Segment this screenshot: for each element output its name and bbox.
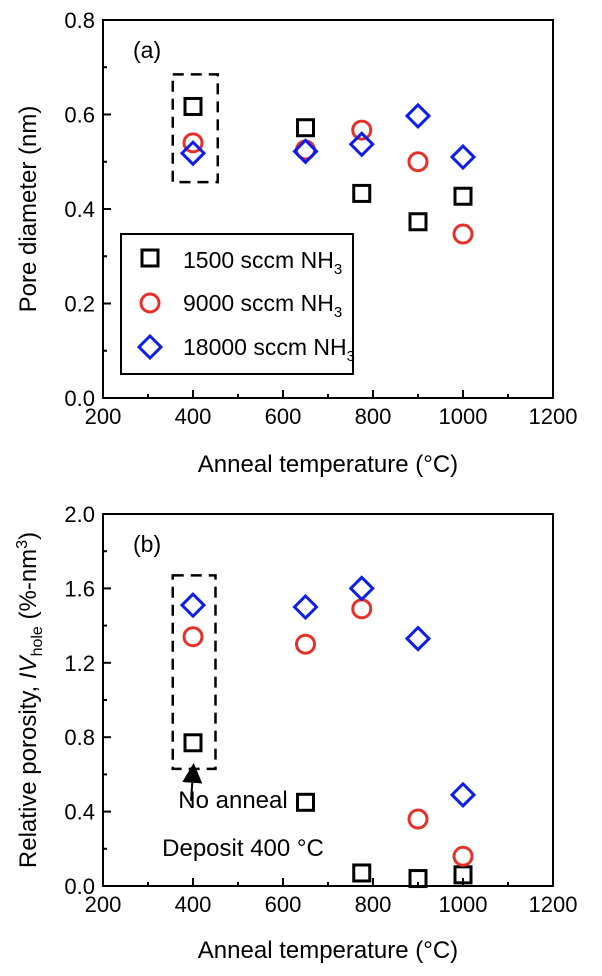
panel-a-square-point (352, 183, 372, 203)
panel-a-diamond-point (292, 138, 319, 165)
panel-a-square-point (408, 212, 428, 232)
panel-b-y-tick-label: 1.2 (64, 651, 95, 676)
panel-a-y-tick-label: 0.6 (64, 103, 95, 128)
panel-a-highlight-box (171, 73, 219, 184)
panel-a-diamond-point (404, 102, 432, 130)
panel-b-y-tick-label: 2.0 (64, 502, 95, 527)
panel-b-circle-point (351, 598, 373, 620)
legend-marker-diamond (136, 333, 164, 361)
panel-a-circle-point (182, 132, 204, 154)
panel-a-y-tick-label: 0.8 (64, 8, 95, 33)
panel-b-diamond-point (292, 593, 319, 621)
legend-label-9000: 9000 sccm NH3 (183, 290, 342, 321)
panel-b-square-point (296, 792, 315, 812)
legend-item-9000: 9000 sccm NH3 (139, 290, 342, 321)
panel-a-ticks: 200 400 600 800 1000 1200 0.0 0.2 0.4 0.6 0.8 (64, 8, 577, 429)
panel-a-legend: 1500 sccm NH3 9000 sccm NH3 18000 sccm N… (120, 233, 355, 375)
panel-b-label: (b) (133, 531, 161, 557)
legend-item-1500: 1500 sccm NH3 (140, 247, 342, 278)
panel-a-x-tick-label: 1200 (529, 404, 578, 429)
panel-b-plot-frame (102, 513, 554, 887)
panel-b-marks (171, 574, 477, 889)
panel-a-x-tick-label: 800 (355, 404, 392, 429)
panel-a-y-tick-label: 0.4 (64, 197, 95, 222)
panel-a-x-axis-label: Anneal temperature (°C) (198, 451, 458, 478)
panel-a-circle-point (407, 151, 429, 173)
panel-a-diamond-point (179, 140, 207, 167)
panel-a-x-tick-label: 1000 (439, 404, 488, 429)
panel-b-y-tick-label: 1.6 (64, 576, 95, 601)
panel-a-square-point (453, 186, 473, 206)
panel-b-x-tick-label: 800 (355, 892, 392, 917)
annotation-arrow (182, 762, 203, 801)
panel-b-highlight-box (171, 574, 217, 771)
panel-a-label: (a) (133, 37, 161, 63)
panel-a-square-point (296, 118, 315, 138)
panel-b-y-tick-label: 0.8 (64, 725, 95, 750)
panel-a-x-tick-label: 600 (265, 404, 302, 429)
panel-b-x-tick-label: 400 (175, 892, 212, 917)
panel-a-circle-point (452, 223, 474, 245)
panel-b-annotation: No anneal Deposit 400 °C (162, 762, 324, 862)
panel-b-circle-point (452, 845, 474, 867)
panel-b-circle-point (295, 633, 316, 655)
panel-b: 200 400 600 800 1000 1200 0.0 0.4 0.8 1.2 1.6 2.0 (… (14, 502, 577, 964)
annotation-line-2: Deposit 400 °C (162, 835, 324, 862)
panel-a-x-tick-label: 400 (175, 404, 212, 429)
panel-b-circle-point (407, 808, 429, 830)
panel-b-square-point (183, 733, 203, 753)
panel-b-circle-point (182, 626, 204, 648)
panel-b-diamond-point (348, 575, 375, 602)
panel-b-ticks: 200 400 600 800 1000 1200 0.0 0.4 0.8 1.2 1.6 2.0 (64, 502, 577, 917)
legend-label-18000: 18000 sccm NH3 (183, 334, 355, 365)
panel-a-circle-point (351, 119, 373, 141)
panel-a-marks (171, 73, 477, 245)
annotation-line-1: No anneal (178, 787, 287, 814)
panel-b-square-point (352, 863, 372, 883)
panel-b-y-tick-label: 0.4 (64, 800, 95, 825)
panel-b-y-tick-label: 0.0 (64, 874, 95, 899)
panel-a-diamond-point (348, 131, 375, 158)
panel-a-x-tick-label: 200 (85, 404, 122, 429)
panel-a-y-tick-label: 0.0 (64, 386, 95, 411)
panel-b-x-tick-label: 1200 (529, 892, 578, 917)
panel-a-y-tick-label: 0.2 (64, 292, 95, 317)
panel-b-square-point (408, 869, 428, 889)
panel-b-x-axis-label: Anneal temperature (°C) (198, 937, 458, 964)
panel-b-x-tick-label: 600 (265, 892, 302, 917)
panel-a-diamond-point (449, 143, 477, 171)
panel-a-y-axis-label: Pore diameter (nm) (15, 106, 42, 313)
legend-marker-circle (139, 292, 161, 314)
legend-marker-square (140, 248, 160, 268)
panel-b-diamond-point (404, 625, 432, 652)
panel-a-square-point (183, 96, 203, 116)
legend-label-1500: 1500 sccm NH3 (183, 247, 342, 278)
panel-b-x-tick-label: 1000 (439, 892, 488, 917)
panel-b-diamond-point (179, 592, 207, 619)
panel-b-x-tick-label: 200 (85, 892, 122, 917)
panel-b-y-axis-label: Relative porosity, IVhole (%-nm3) (14, 532, 46, 868)
panel-b-square-point (453, 865, 473, 885)
legend-item-18000: 18000 sccm NH3 (136, 333, 355, 365)
panel-b-diamond-point (449, 781, 477, 808)
